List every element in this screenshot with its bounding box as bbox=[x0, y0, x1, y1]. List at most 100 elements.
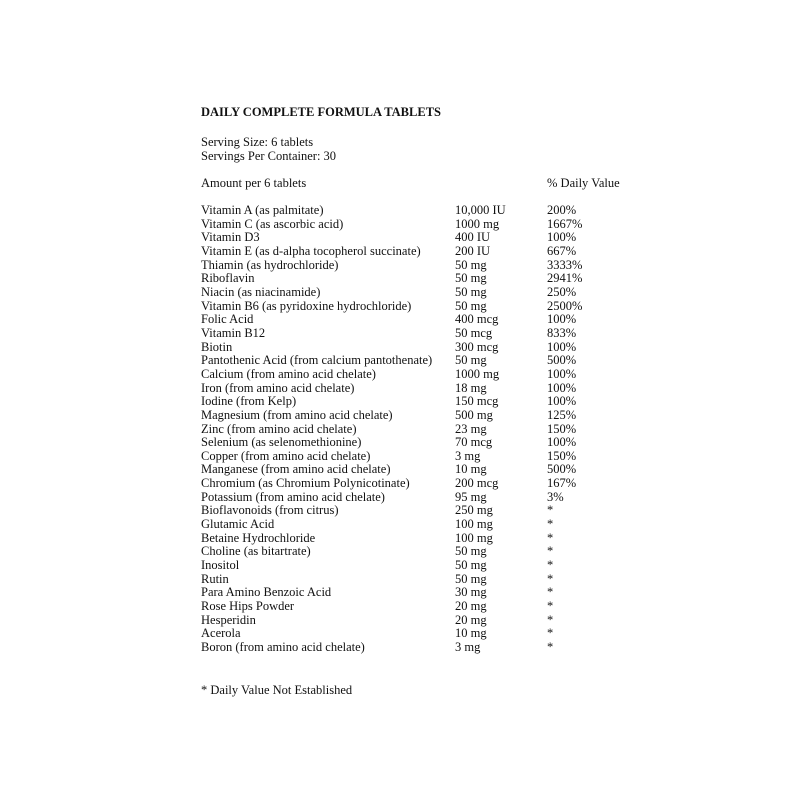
nutrient-amount: 20 mg bbox=[455, 599, 487, 614]
nutrient-name: Folic Acid bbox=[201, 312, 254, 327]
nutrient-daily-value: 500% bbox=[547, 353, 577, 368]
nutrient-daily-value: 1667% bbox=[547, 216, 583, 231]
table-row: Pantothenic Acid (from calcium pantothen… bbox=[201, 353, 641, 367]
nutrient-name: Glutamic Acid bbox=[201, 517, 275, 532]
nutrient-daily-value: * bbox=[547, 626, 554, 641]
nutrient-daily-value: 100% bbox=[547, 394, 577, 409]
nutrient-amount: 50 mg bbox=[455, 353, 487, 368]
table-row: Inositol 50 mg * bbox=[201, 558, 641, 572]
nutrient-daily-value: 100% bbox=[547, 339, 577, 354]
nutrient-name: Calcium (from amino acid chelate) bbox=[201, 366, 376, 381]
nutrient-daily-value: 250% bbox=[547, 284, 577, 299]
nutrient-daily-value: 100% bbox=[547, 380, 577, 395]
table-row: Rutin 50 mg * bbox=[201, 572, 641, 586]
table-row: Folic Acid 400 mcg 100% bbox=[201, 312, 641, 326]
table-row: Bioflavonoids (from citrus) 250 mg * bbox=[201, 503, 641, 517]
nutrient-name: Potassium (from amino acid chelate) bbox=[201, 489, 385, 504]
nutrient-amount: 250 mg bbox=[455, 503, 493, 518]
table-row: Chromium (as Chromium Polynicotinate) 200… bbox=[201, 476, 641, 490]
nutrient-daily-value: * bbox=[547, 558, 554, 573]
nutrient-name: Manganese (from amino acid chelate) bbox=[201, 462, 391, 477]
table-row: Vitamin D3 400 IU 100% bbox=[201, 230, 641, 244]
nutrient-daily-value: 100% bbox=[547, 312, 577, 327]
table-row: Vitamin E (as d-alpha tocopherol succina… bbox=[201, 244, 641, 258]
table-row: Vitamin A (as palmitate) 10,000 IU 200% bbox=[201, 203, 641, 217]
nutrient-amount: 50 mg bbox=[455, 571, 487, 586]
nutrient-name: Vitamin B6 (as pyridoxine hydrochloride) bbox=[201, 298, 412, 313]
table-row: Rose Hips Powder 20 mg * bbox=[201, 599, 641, 613]
table-row: Vitamin B6 (as pyridoxine hydrochloride)… bbox=[201, 299, 641, 313]
nutrient-daily-value: 3333% bbox=[547, 257, 583, 272]
nutrient-name: Hesperidin bbox=[201, 612, 256, 627]
nutrient-amount: 300 mcg bbox=[455, 339, 499, 354]
nutrient-name: Vitamin C (as ascorbic acid) bbox=[201, 216, 344, 231]
nutrient-amount: 100 mg bbox=[455, 530, 493, 545]
nutrient-amount: 23 mg bbox=[455, 421, 487, 436]
nutrient-table: Vitamin A (as palmitate) 10,000 IU 200% Vit… bbox=[201, 203, 641, 654]
nutrient-daily-value: 150% bbox=[547, 448, 577, 463]
amount-header: Amount per 6 tablets bbox=[201, 176, 307, 190]
nutrient-amount: 10 mg bbox=[455, 626, 487, 641]
nutrient-name: Chromium (as Chromium Polynicotinate) bbox=[201, 476, 410, 491]
servings-per-container: Servings Per Container: 30 bbox=[201, 149, 337, 163]
nutrient-name: Boron (from amino acid chelate) bbox=[201, 640, 365, 654]
nutrient-daily-value: * bbox=[547, 503, 554, 518]
serving-size: Serving Size: 6 tablets bbox=[201, 135, 314, 149]
nutrient-daily-value: * bbox=[547, 517, 554, 532]
nutrient-daily-value: * bbox=[547, 530, 554, 545]
table-row: Glutamic Acid 100 mg * bbox=[201, 517, 641, 531]
nutrient-amount: 500 mg bbox=[455, 407, 493, 422]
nutrient-name: Vitamin D3 bbox=[201, 230, 260, 245]
nutrient-daily-value: 125% bbox=[547, 407, 577, 422]
nutrient-daily-value: * bbox=[547, 544, 554, 559]
nutrient-amount: 400 mcg bbox=[455, 312, 499, 327]
nutrient-amount: 200 mcg bbox=[455, 476, 499, 491]
nutrient-amount: 50 mg bbox=[455, 284, 487, 299]
nutrient-amount: 400 IU bbox=[455, 230, 491, 245]
table-row: Copper (from amino acid chelate) 3 mg 150% bbox=[201, 449, 641, 463]
nutrient-name: Betaine Hydrochloride bbox=[201, 530, 316, 545]
nutrient-name: Iodine (from Kelp) bbox=[201, 394, 297, 409]
nutrient-name: Riboflavin bbox=[201, 271, 255, 286]
nutrient-name: Para Amino Benzoic Acid bbox=[201, 585, 332, 600]
nutrient-name: Iron (from amino acid chelate) bbox=[201, 380, 355, 395]
nutrient-daily-value: 667% bbox=[547, 243, 577, 258]
nutrient-daily-value: 200% bbox=[547, 203, 577, 217]
table-row: Para Amino Benzoic Acid 30 mg * bbox=[201, 585, 641, 599]
nutrient-amount: 150 mcg bbox=[455, 394, 499, 409]
table-row: Vitamin B12 50 mcg 833% bbox=[201, 326, 641, 340]
nutrient-name: Pantothenic Acid (from calcium pantothen… bbox=[201, 353, 433, 368]
nutrient-amount: 70 mcg bbox=[455, 435, 493, 450]
nutrient-daily-value: * bbox=[547, 640, 554, 654]
table-row: Niacin (as niacinamide) 50 mg 250% bbox=[201, 285, 641, 299]
table-row: Magnesium (from amino acid chelate) 500 m… bbox=[201, 408, 641, 422]
nutrient-name: Rutin bbox=[201, 571, 229, 586]
table-row: Thiamin (as hydrochloride) 50 mg 3333% bbox=[201, 258, 641, 272]
nutrient-amount: 50 mg bbox=[455, 558, 487, 573]
nutrient-amount: 3 mg bbox=[455, 448, 481, 463]
nutrient-amount: 1000 mg bbox=[455, 366, 500, 381]
nutrient-name: Vitamin E (as d-alpha tocopherol succina… bbox=[201, 243, 421, 258]
nutrient-name: Zinc (from amino acid chelate) bbox=[201, 421, 357, 436]
table-row: Manganese (from amino acid chelate) 10 mg… bbox=[201, 462, 641, 476]
nutrient-amount: 50 mg bbox=[455, 298, 487, 313]
daily-value-header: % Daily Value bbox=[547, 176, 620, 190]
nutrient-amount: 18 mg bbox=[455, 380, 487, 395]
nutrient-amount: 50 mcg bbox=[455, 325, 493, 340]
nutrient-daily-value: * bbox=[547, 585, 554, 600]
table-row: Vitamin C (as ascorbic acid) 1000 mg 1667% bbox=[201, 217, 641, 231]
table-row: Iodine (from Kelp) 150 mcg 100% bbox=[201, 394, 641, 408]
nutrient-daily-value: 150% bbox=[547, 421, 577, 436]
nutrient-amount: 1000 mg bbox=[455, 216, 500, 231]
nutrient-amount: 95 mg bbox=[455, 489, 487, 504]
table-row: Boron (from amino acid chelate) 3 mg * bbox=[201, 640, 641, 654]
table-row: Choline (as bitartrate) 50 mg * bbox=[201, 544, 641, 558]
nutrient-name: Acerola bbox=[201, 626, 241, 641]
nutrient-name: Vitamin A (as palmitate) bbox=[201, 203, 324, 217]
nutrient-name: Inositol bbox=[201, 558, 240, 573]
nutrient-daily-value: 100% bbox=[547, 230, 577, 245]
table-row: Calcium (from amino acid chelate) 1000 mg… bbox=[201, 367, 641, 381]
nutrient-name: Biotin bbox=[201, 339, 233, 354]
nutrient-name: Selenium (as selenomethionine) bbox=[201, 435, 362, 450]
table-row: Potassium (from amino acid chelate) 95 mg… bbox=[201, 490, 641, 504]
